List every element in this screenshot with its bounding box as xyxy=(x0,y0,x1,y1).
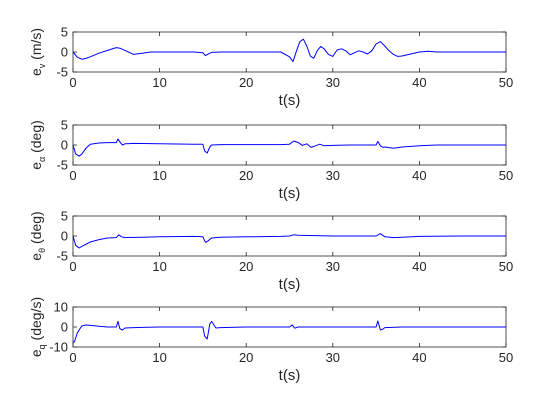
series-line xyxy=(72,233,506,249)
y-tick-label: 5 xyxy=(61,118,68,133)
x-axis-label: t(s) xyxy=(279,367,301,384)
y-tick-label: -5 xyxy=(56,158,68,173)
series-line xyxy=(72,320,506,344)
y-tick-label: -5 xyxy=(56,65,68,80)
x-tick-label: 10 xyxy=(152,75,166,90)
y-tick-label: 0 xyxy=(61,320,68,335)
x-tick-label: 50 xyxy=(499,168,513,183)
x-tick-label: 50 xyxy=(499,350,513,365)
x-tick-label: 30 xyxy=(326,75,340,90)
y-tick-label: 0 xyxy=(61,138,68,153)
y-axis-label: eq (deg/s) xyxy=(28,297,47,357)
x-tick-label: 20 xyxy=(239,350,253,365)
y-tick-label: 5 xyxy=(61,209,68,224)
x-tick-label: 40 xyxy=(412,168,426,183)
x-tick-label: 40 xyxy=(412,75,426,90)
y-tick-label: -5 xyxy=(56,249,68,264)
series-line xyxy=(72,138,506,157)
y-axis-label: ev (m/s) xyxy=(28,28,47,76)
y-tick-label: 10 xyxy=(54,300,68,315)
x-tick-label: 0 xyxy=(69,168,76,183)
x-tick-label: 50 xyxy=(499,75,513,90)
series-line xyxy=(72,38,506,63)
y-axis-label: eθ (deg) xyxy=(28,211,47,260)
x-axis-label: t(s) xyxy=(279,92,301,109)
x-tick-label: 40 xyxy=(412,259,426,274)
x-axis-label: t(s) xyxy=(279,276,301,293)
y-tick-label: 0 xyxy=(61,229,68,244)
x-tick-label: 30 xyxy=(326,350,340,365)
y-axis-label: eα (deg) xyxy=(28,120,47,170)
x-tick-label: 30 xyxy=(326,168,340,183)
x-tick-label: 0 xyxy=(69,350,76,365)
x-tick-label: 0 xyxy=(69,259,76,274)
x-tick-label: 50 xyxy=(499,259,513,274)
x-tick-label: 10 xyxy=(152,259,166,274)
y-tick-label: -10 xyxy=(49,340,68,355)
x-tick-label: 30 xyxy=(326,259,340,274)
y-tick-label: 5 xyxy=(61,25,68,40)
x-tick-label: 0 xyxy=(69,75,76,90)
x-tick-label: 10 xyxy=(152,168,166,183)
x-tick-label: 20 xyxy=(239,75,253,90)
x-tick-label: 40 xyxy=(412,350,426,365)
x-tick-label: 10 xyxy=(152,350,166,365)
x-tick-label: 20 xyxy=(239,259,253,274)
x-tick-label: 20 xyxy=(239,168,253,183)
x-axis-label: t(s) xyxy=(279,185,301,202)
y-tick-label: 0 xyxy=(61,45,68,60)
